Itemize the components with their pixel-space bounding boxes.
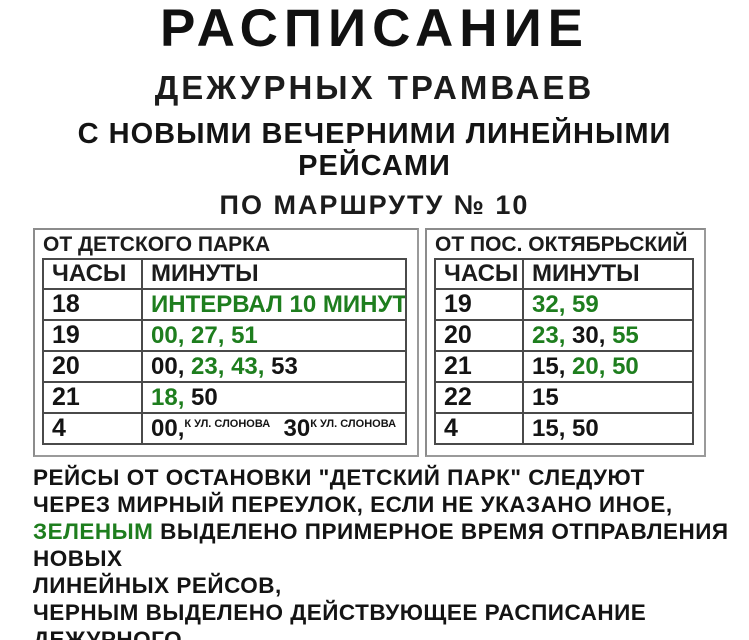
- hour-cell: 19: [42, 319, 143, 352]
- minutes-segment: ИНТЕРВАЛ 10 МИНУТ: [151, 290, 406, 318]
- minutes-segment: 15,: [532, 352, 573, 380]
- poster-route-line: ПО МАРШРУТУ № 10: [219, 190, 530, 220]
- minutes-segment: 20, 50: [572, 352, 639, 380]
- hour-cell: 4: [434, 412, 524, 445]
- header-row: ЧАСЫ МИНУТЫ: [42, 258, 407, 290]
- note-line: ЧЕРЕЗ МИРНЫЙ ПЕРЕУЛОК, ЕСЛИ НЕ УКАЗАНО И…: [33, 491, 749, 518]
- minutes-segment: 30К УЛ. СЛОНОВА: [270, 414, 397, 442]
- minutes-cell: 00, 27, 51: [141, 319, 407, 352]
- note-segment: ЗЕЛЕНЫМ: [33, 519, 154, 544]
- column-header: ЧАСЫ: [434, 258, 524, 290]
- poster-subtitle: ДЕЖУРНЫХ ТРАМВАЕВ: [154, 69, 595, 106]
- note-line: ЗЕЛЕНЫМ ВЫДЕЛЕНО ПРИМЕРНОЕ ВРЕМЯ ОТПРАВЛ…: [33, 518, 749, 572]
- poster-highlight-line: С НОВЫМИ ВЕЧЕРНИМИ ЛИНЕЙНЫМИ РЕЙСАМИ: [77, 118, 672, 182]
- table-row: 21 18, 50: [42, 381, 407, 414]
- table-from-detsky-park: ОТ ДЕТСКОГО ПАРКА ЧАСЫ МИНУТЫ 18 ИНТЕРВАЛ 10…: [33, 228, 419, 457]
- minutes-segment: 00, 27, 51: [151, 321, 258, 349]
- table-title: ОТ ПОС. ОКТЯБРЬСКИЙ: [435, 233, 688, 256]
- column-header: ЧАСЫ: [42, 258, 143, 290]
- hour-cell: 21: [42, 381, 143, 414]
- destination-note: К УЛ. СЛОНОВА: [184, 417, 271, 430]
- note-line: ЛИНЕЙНЫХ РЕЙСОВ,: [33, 572, 749, 599]
- destination-note: К УЛ. СЛОНОВА: [310, 417, 397, 430]
- poster-title: РАСПИСАНИЕ: [159, 0, 590, 58]
- minutes-cell: 15, 50: [522, 412, 694, 445]
- table-row: 4 15, 50: [434, 412, 694, 445]
- minutes-segment: 32, 59: [532, 290, 599, 318]
- note-segment: ВЫДЕЛЕНО ПРИМЕРНОЕ ВРЕМЯ ОТПРАВЛЕНИЯ НОВ…: [33, 519, 736, 571]
- schedule-grid: ЧАСЫ МИНУТЫ 19 32, 59 20 23, 30, 55 21 15, 20, …: [434, 258, 694, 445]
- minutes-segment: 50: [184, 383, 218, 411]
- hour-cell: 20: [434, 319, 524, 352]
- minutes-segment: 30,: [565, 321, 613, 349]
- minutes-cell: ИНТЕРВАЛ 10 МИНУТ: [141, 288, 407, 321]
- minutes-cell: 00,К УЛ. СЛОНОВА 30К УЛ. СЛОНОВА: [141, 412, 407, 445]
- note-segment: ЧЕРНЫМ ВЫДЕЛЕНО ДЕЙСТВУЮЩЕЕ РАСПИСАНИЕ Д…: [33, 600, 654, 640]
- minutes-cell: 23, 30, 55: [522, 319, 694, 352]
- minutes-segment: 00,К УЛ. СЛОНОВА: [151, 414, 271, 442]
- column-header: МИНУТЫ: [141, 258, 407, 290]
- table-row: 19 00, 27, 51: [42, 319, 407, 352]
- note-segment: ЧЕРЕЗ МИРНЫЙ ПЕРЕУЛОК, ЕСЛИ НЕ УКАЗАНО И…: [33, 492, 673, 517]
- table-row: 21 15, 20, 50: [434, 350, 694, 383]
- table-row: 20 23, 30, 55: [434, 319, 694, 352]
- minutes-cell: 15, 20, 50: [522, 350, 694, 383]
- hour-cell: 21: [434, 350, 524, 383]
- note-segment: ЛИНЕЙНЫХ РЕЙСОВ,: [33, 573, 282, 598]
- minutes-segment: 55: [612, 321, 639, 349]
- table-row: 18 ИНТЕРВАЛ 10 МИНУТ: [42, 288, 407, 321]
- table-from-pos-oktyabrsky: ОТ ПОС. ОКТЯБРЬСКИЙ ЧАСЫ МИНУТЫ 19 32, 59 20 2…: [425, 228, 706, 457]
- minutes-cell: 00, 23, 43, 53: [141, 350, 407, 383]
- minutes-cell: 32, 59: [522, 288, 694, 321]
- minutes-segment: 23, 43,: [191, 352, 265, 380]
- minutes-segment: 15: [532, 383, 559, 411]
- table-row: 4 00,К УЛ. СЛОНОВА 30К УЛ. СЛОНОВА: [42, 412, 407, 445]
- header-row: ЧАСЫ МИНУТЫ: [434, 258, 694, 290]
- note-line: ЧЕРНЫМ ВЫДЕЛЕНО ДЕЙСТВУЮЩЕЕ РАСПИСАНИЕ Д…: [33, 599, 749, 640]
- column-header: МИНУТЫ: [522, 258, 694, 290]
- table-title: ОТ ДЕТСКОГО ПАРКА: [43, 233, 271, 256]
- notes: РЕЙСЫ ОТ ОСТАНОВКИ "ДЕТСКИЙ ПАРК" СЛЕДУЮ…: [33, 464, 749, 640]
- hour-cell: 20: [42, 350, 143, 383]
- table-row: 20 00, 23, 43, 53: [42, 350, 407, 383]
- note-line: РЕЙСЫ ОТ ОСТАНОВКИ "ДЕТСКИЙ ПАРК" СЛЕДУЮ…: [33, 464, 749, 491]
- hour-cell: 19: [434, 288, 524, 321]
- hour-cell: 18: [42, 288, 143, 321]
- hour-cell: 22: [434, 381, 524, 414]
- table-row: 19 32, 59: [434, 288, 694, 321]
- schedule-tables: ОТ ДЕТСКОГО ПАРКА ЧАСЫ МИНУТЫ 18 ИНТЕРВАЛ 10…: [33, 228, 749, 457]
- minutes-segment: 23,: [532, 321, 566, 349]
- hour-cell: 4: [42, 412, 143, 445]
- minutes-segment: 15, 50: [532, 414, 599, 442]
- minutes-cell: 15: [522, 381, 694, 414]
- minutes-cell: 18, 50: [141, 381, 407, 414]
- minutes-segment: 53: [264, 352, 298, 380]
- minutes-segment: 00,: [151, 352, 192, 380]
- schedule-grid: ЧАСЫ МИНУТЫ 18 ИНТЕРВАЛ 10 МИНУТ 19 00, 27, 5…: [42, 258, 407, 445]
- table-row: 22 15: [434, 381, 694, 414]
- minutes-segment: 18,: [151, 383, 185, 411]
- note-segment: РЕЙСЫ ОТ ОСТАНОВКИ "ДЕТСКИЙ ПАРК" СЛЕДУЮ…: [33, 465, 645, 490]
